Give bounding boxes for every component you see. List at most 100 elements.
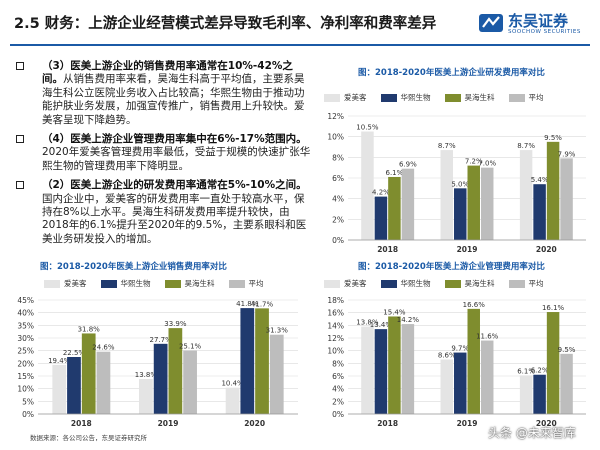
y-tick-label: 40%	[17, 309, 34, 318]
y-tick-label: 6%	[332, 372, 344, 381]
data-label: 11.6%	[476, 333, 499, 341]
bullet-item: （4）医美上游企业管理费用率集中在6%-17%范围内。2020年爱美客管理费用率…	[12, 133, 312, 173]
legend-label: 平均	[528, 279, 544, 288]
y-tick-label: 25%	[17, 347, 34, 356]
legend-item: 爱美客	[324, 278, 367, 289]
data-label: 8.6%	[438, 352, 456, 360]
bar	[440, 359, 454, 414]
legend-item: 平均	[228, 278, 264, 289]
bar	[96, 351, 111, 414]
bar	[240, 308, 255, 414]
data-label: 10.4%	[221, 380, 244, 388]
legend-swatch	[508, 279, 525, 288]
legend-item: 华熙生物	[380, 92, 431, 103]
x-tick-label: 2018	[377, 419, 398, 428]
bar	[467, 308, 480, 414]
logo-text-en: SOOCHOW SECURITIES	[508, 29, 581, 35]
legend-swatch	[44, 279, 60, 288]
data-label: 5.4%	[531, 176, 549, 184]
bullet-item: （2）医美上游企业的研发费用率通常在5%-10%之间。国内企业中，爱美客的研发费…	[12, 179, 312, 246]
legend-label: 华熙生物	[400, 279, 431, 288]
bar	[454, 188, 467, 240]
y-tick-label: 10%	[327, 347, 344, 356]
data-label: 16.6%	[463, 301, 486, 309]
bar	[480, 167, 494, 240]
bar	[546, 141, 560, 240]
data-label: 27.7%	[150, 336, 173, 344]
data-label: 31.8%	[78, 325, 101, 333]
admin-expense-chart: 图：2018-2020年医美上游企业管理费用率对比 爱美客 华熙生物 昊海生科 …	[318, 258, 594, 430]
y-tick-label: 20%	[17, 359, 34, 368]
bar	[401, 168, 415, 240]
chart-plot: 0% 5% 10% 15% 20% 25% 30% 35% 40% 45% 19.4%22.5% 31…	[17, 296, 298, 428]
data-label: 7.2%	[465, 158, 483, 166]
legend-swatch	[100, 279, 117, 288]
data-label: 8.7%	[517, 142, 535, 150]
checkbox-square-icon	[16, 135, 24, 144]
y-tick-label: 10%	[17, 385, 34, 394]
y-tick-label: 16%	[327, 309, 344, 318]
legend-label: 华熙生物	[120, 279, 151, 288]
bar	[401, 324, 415, 414]
legend-swatch	[324, 93, 340, 102]
legend-label: 昊海生科	[184, 279, 215, 288]
data-label: 13.4%	[370, 321, 393, 329]
chart-legend: 爱美客 华熙生物 昊海生科 平均	[44, 278, 264, 289]
legend-label: 爱美客	[344, 279, 367, 288]
legend-label: 华熙生物	[400, 93, 431, 102]
data-label: 8.7%	[438, 142, 456, 150]
x-tick-label: 2018	[71, 419, 92, 428]
y-tick-label: 8%	[332, 359, 344, 368]
data-label: 9.5%	[544, 134, 562, 142]
y-tick-label: 6%	[332, 174, 344, 183]
x-tick-label: 2019	[158, 419, 179, 428]
y-tick-label: 30%	[17, 334, 34, 343]
y-tick-label: 0%	[332, 410, 344, 419]
y-tick-label: 12%	[327, 334, 344, 343]
bar	[519, 375, 533, 414]
bar	[374, 196, 388, 240]
data-label: 6.2%	[531, 367, 549, 375]
bar	[52, 364, 67, 414]
x-tick-label: 2019	[457, 245, 478, 254]
bar	[361, 326, 374, 414]
bullet-list: （3）医美上游企业的销售费用率通常在10%-42%之间。从销售费用率来看，昊海生…	[12, 60, 312, 252]
data-label: 10.5%	[356, 124, 379, 132]
legend-swatch	[380, 279, 397, 288]
legend-item: 昊海生科	[164, 278, 215, 289]
data-label: 6.1%	[386, 169, 404, 177]
data-label: 4.2%	[372, 189, 390, 197]
legend-swatch	[228, 279, 245, 288]
bar	[81, 333, 96, 414]
bar	[139, 379, 153, 414]
data-label: 31.3%	[266, 327, 289, 335]
header-rule	[10, 44, 590, 46]
bar	[533, 184, 546, 240]
chart-plot: 0% 2% 4% 6% 8% 10% 12% 14% 16% 18% 13.8%13.4% 15.4%…	[327, 296, 586, 428]
data-label: 5.0%	[451, 180, 469, 188]
bar	[480, 340, 494, 414]
bar	[388, 176, 401, 240]
logo-text-cn: 东吴证券	[508, 12, 569, 30]
chart-plot: 0% 2% 4% 6% 8% 10% 12% 10.5% 4.2% 6.1%6.9% 2018 8.7…	[327, 112, 586, 254]
watermark: 头条 @未来智库	[488, 426, 576, 440]
logo-mark-icon	[479, 14, 503, 32]
y-tick-label: 4%	[332, 385, 344, 394]
data-label: 14.2%	[397, 316, 420, 324]
bullet-heading: （3）医美上游企业的销售费用率通常在10%-42%之间。	[42, 60, 293, 86]
y-tick-label: 15%	[17, 372, 34, 381]
bar	[374, 329, 388, 414]
bullet-heading: （4）医美上游企业管理费用率集中在6%-17%范围内。	[42, 133, 307, 146]
rd-expense-chart: 图：2018-2020年医美上游企业研发费用率对比 爱美客 华熙生物 昊海生科 …	[318, 64, 594, 254]
x-tick-label: 2018	[377, 245, 398, 254]
y-tick-label: 2%	[332, 215, 344, 224]
legend-label: 平均	[528, 93, 544, 102]
legend-item: 华熙生物	[380, 278, 431, 289]
legend-item: 爱美客	[44, 278, 87, 289]
bar	[225, 387, 240, 414]
bar	[183, 350, 197, 414]
legend-label: 平均	[248, 279, 264, 288]
bar	[533, 374, 546, 414]
y-tick-label: 4%	[332, 195, 344, 204]
bar	[168, 328, 183, 414]
